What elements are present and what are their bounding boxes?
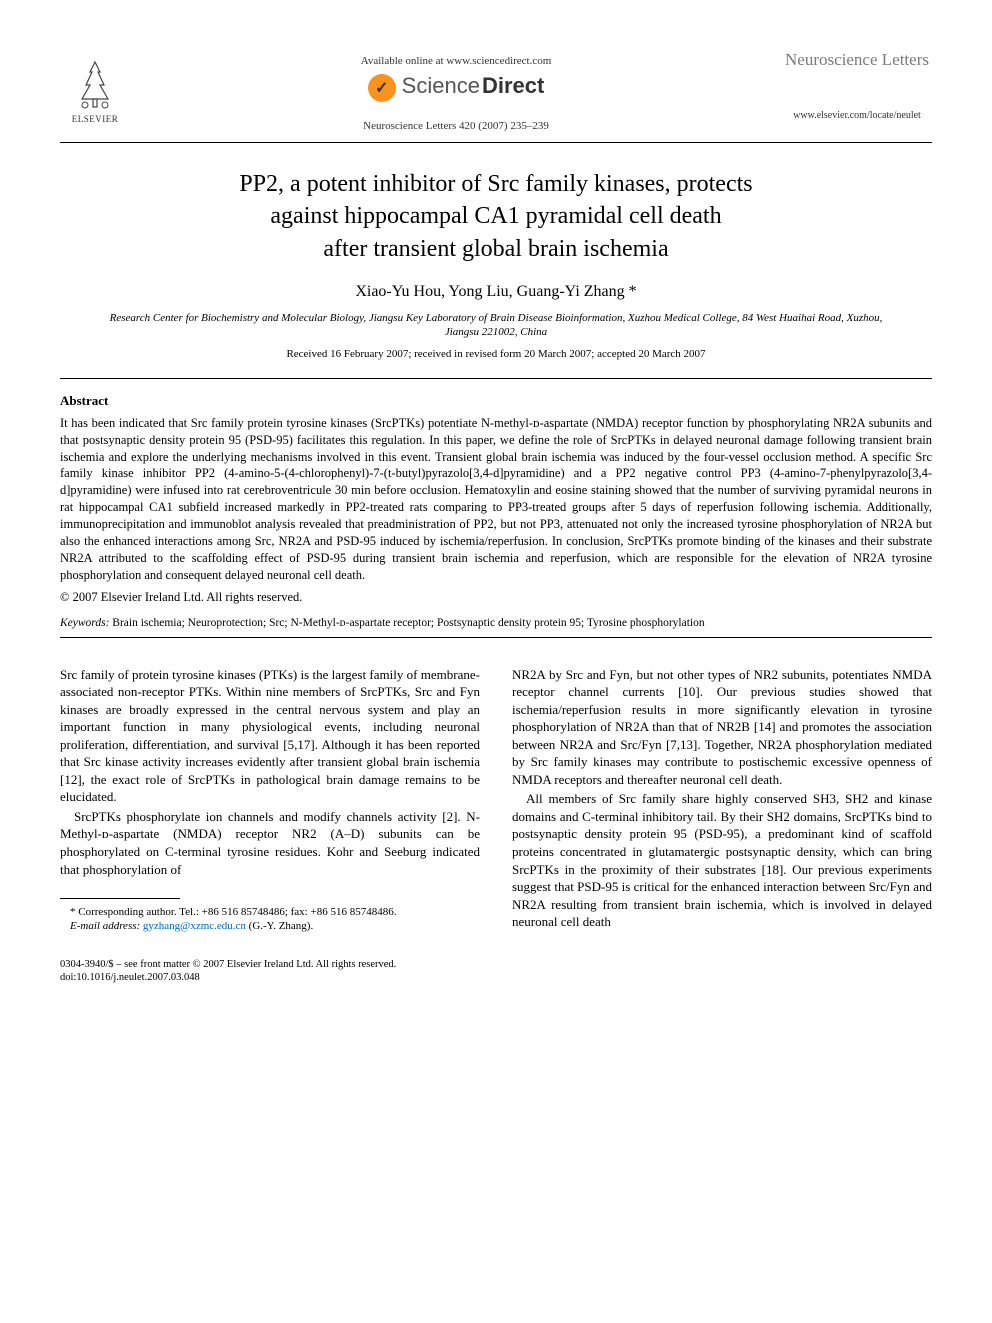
article-title: PP2, a potent inhibitor of Src family ki… xyxy=(100,168,892,265)
article-dates: Received 16 February 2007; received in r… xyxy=(60,348,932,360)
journal-title: Neuroscience Letters xyxy=(782,50,932,70)
elsevier-tree-icon xyxy=(70,57,120,112)
copyright-line: © 2007 Elsevier Ireland Ltd. All rights … xyxy=(60,590,932,605)
sd-dot-icon: ✓ xyxy=(368,74,396,102)
email-tail: (G.-Y. Zhang). xyxy=(246,920,313,932)
abstract-top-rule xyxy=(60,378,932,379)
author-list: Xiao-Yu Hou, Yong Liu, Guang-Yi Zhang * xyxy=(60,283,932,301)
title-line-2: against hippocampal CA1 pyramidal cell d… xyxy=(270,203,721,229)
email-footnote: E-mail address: gyzhang@xzmc.edu.cn (G.-… xyxy=(60,919,480,933)
left-para-1: Src family of protein tyrosine kinases (… xyxy=(60,666,480,806)
sd-text-science: Science xyxy=(402,73,480,99)
title-line-1: PP2, a potent inhibitor of Src family ki… xyxy=(239,171,752,197)
email-link[interactable]: gyzhang@xzmc.edu.cn xyxy=(140,920,246,932)
abstract-bottom-rule xyxy=(60,637,932,638)
title-line-3: after transient global brain ischemia xyxy=(323,236,668,262)
keywords-line: Keywords: Brain ischemia; Neuroprotectio… xyxy=(60,617,932,629)
footnote-separator xyxy=(60,898,180,899)
keywords-values: Brain ischemia; Neuroprotection; Src; N-… xyxy=(109,617,704,629)
sciencedirect-logo: ✓ ScienceDirect xyxy=(368,73,545,102)
header-center: Available online at www.sciencedirect.co… xyxy=(130,50,782,132)
abstract-heading: Abstract xyxy=(60,393,932,409)
elsevier-logo: ELSEVIER xyxy=(60,50,130,130)
sd-text-direct: Direct xyxy=(482,73,544,99)
left-para-2: SrcPTKs phosphorylate ion channels and m… xyxy=(60,808,480,878)
page-footer: 0304-3940/$ – see front matter © 2007 El… xyxy=(60,958,932,985)
available-online-text: Available online at www.sciencedirect.co… xyxy=(130,55,782,67)
journal-box: Neuroscience Letters www.elsevier.com/lo… xyxy=(782,50,932,121)
body-columns: Src family of protein tyrosine kinases (… xyxy=(60,666,932,934)
abstract-text: It has been indicated that Src family pr… xyxy=(60,415,932,584)
footer-doi: doi:10.1016/j.neulet.2007.03.048 xyxy=(60,971,932,985)
left-column: Src family of protein tyrosine kinases (… xyxy=(60,666,480,934)
affiliation: Research Center for Biochemistry and Mol… xyxy=(100,311,892,340)
email-label: E-mail address: xyxy=(70,920,140,932)
keywords-label: Keywords: xyxy=(60,617,109,629)
right-column: NR2A by Src and Fyn, but not other types… xyxy=(512,666,932,934)
right-para-2: All members of Src family share highly c… xyxy=(512,790,932,930)
header-rule xyxy=(60,142,932,143)
footer-issn: 0304-3940/$ – see front matter © 2007 El… xyxy=(60,958,932,972)
elsevier-label: ELSEVIER xyxy=(72,114,119,124)
locate-url: www.elsevier.com/locate/neulet xyxy=(782,110,932,121)
corresponding-author-note: * Corresponding author. Tel.: +86 516 85… xyxy=(60,905,480,919)
citation-line: Neuroscience Letters 420 (2007) 235–239 xyxy=(130,120,782,132)
right-para-1: NR2A by Src and Fyn, but not other types… xyxy=(512,666,932,789)
page-header: ELSEVIER Available online at www.science… xyxy=(60,50,932,132)
